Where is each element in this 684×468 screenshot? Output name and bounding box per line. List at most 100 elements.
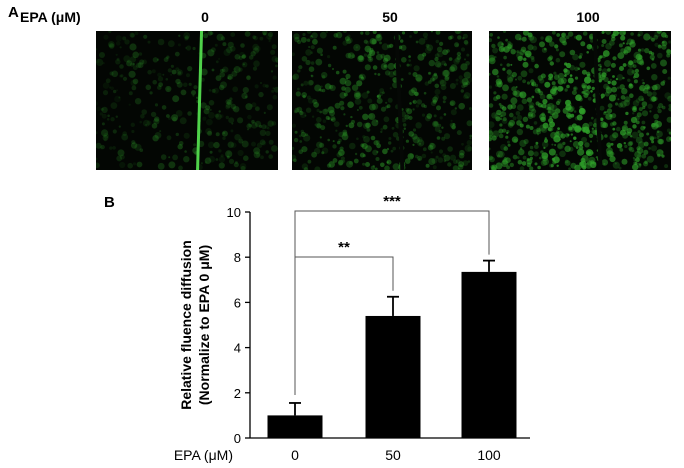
fluorescent-spot [661,44,667,50]
fluorescent-spot [540,150,544,154]
fluorescent-spot [608,94,616,102]
fluorescent-spot [564,62,568,66]
fluorescent-spot [243,155,249,161]
fluorescent-spot [218,57,221,60]
fluorescent-spot [324,108,328,112]
fluorescent-spot [568,146,574,152]
fluorescent-spot [519,93,524,97]
fluorescent-spot [442,100,446,104]
fluorescent-spot [605,147,613,155]
fluorescent-spot [633,72,640,78]
fluorescent-spot [367,113,373,119]
fluorescent-spot [497,41,504,48]
fluorescent-spot [517,104,524,111]
fluorescent-spot [609,40,615,46]
fluorescent-spot [239,51,246,58]
fluorescent-spot [632,163,639,170]
fluorescent-spot [516,128,524,136]
fluorescent-spot [119,154,125,160]
fluorescent-spot [302,32,306,37]
fluorescent-spot [297,39,302,45]
fluorescent-spot [578,108,585,114]
fluorescent-spot [435,39,439,44]
fluorescent-spot [130,79,137,87]
fluorescent-spot [459,149,465,156]
fluorescent-spot [547,106,552,111]
fluorescent-spot [175,110,183,117]
fluorescent-spot [233,162,239,168]
fluorescent-spot [206,118,213,126]
fluorescent-spot [517,55,523,62]
fluorescent-spot [519,166,525,170]
fluorescent-spot [383,54,391,62]
fluorescent-spot [337,161,343,167]
fluorescent-spot [434,126,441,132]
fluorescent-spot [311,32,318,39]
fluorescent-spot [441,126,444,129]
fluorescent-spot [598,67,602,72]
fluorescent-spot [356,80,363,87]
fluorescent-spot [436,62,443,69]
fluorescent-spot [184,35,189,40]
fluorescent-spot [430,31,433,33]
fluorescent-spot [653,113,659,120]
fluorescent-spot [519,37,522,41]
panel-a-epa-heading: EPA (μM) [20,9,81,25]
fluorescent-spot [618,166,622,170]
fluorescent-spot [294,36,300,43]
fluorescent-spot [215,132,220,137]
fluorescent-spot [439,116,443,120]
fluorescent-spot [623,32,626,35]
fluorescent-spot [310,74,314,78]
fluorescent-spot [128,70,136,78]
fluorescent-spot [632,100,640,107]
fluorescent-spot [570,113,575,118]
fluorescent-spot [586,51,589,54]
significance-label: *** [383,193,401,210]
fluorescent-spot [553,135,561,143]
fluorescent-spot [327,106,335,114]
fluorescent-spot [271,145,278,152]
fluorescent-spot [332,144,337,149]
fluorescent-spot [435,155,439,159]
fluorescent-spot [503,146,509,151]
fluorescent-spot [557,78,564,85]
fluorescent-spot [595,156,599,159]
fluorescent-spot [204,161,208,164]
fluorescent-spot [654,31,661,38]
fluorescent-spot [238,138,244,144]
micrograph-background [96,31,278,170]
fluorescent-spot [321,147,329,154]
fluorescent-spot [567,77,574,84]
fluorescent-spot [559,138,562,141]
fluorescent-spot [203,33,209,39]
fluorescent-spot [253,151,261,159]
fluorescent-spot [590,160,595,165]
fluorescent-spot [188,82,192,86]
fluorescent-spot [580,41,586,47]
fluorescent-spot [569,74,573,77]
fluorescent-spot [361,143,368,150]
fluorescent-spot [647,103,653,110]
fluorescent-spot [220,81,227,89]
fluorescent-spot [632,156,635,160]
fluorescent-spot [438,149,444,154]
fluorescent-spot [310,35,313,38]
fluorescent-spot [527,44,534,51]
fluorescent-spot [507,122,512,126]
fluorescent-spot [582,90,586,94]
fluorescent-spot [324,83,332,90]
fluorescent-spot [369,48,374,52]
fluorescent-spot [407,153,414,160]
fluorescent-spot [338,149,345,156]
fluorescent-spot [408,63,412,67]
fluorescent-spot [433,72,437,77]
fluorescent-spot [611,86,618,93]
fluorescent-spot [442,95,447,100]
fluorescent-spot [309,35,314,39]
fluorescent-spot [454,107,457,110]
fluorescent-spot [267,127,270,130]
fluorescent-spot [464,41,469,46]
fluorescent-spot [122,36,127,41]
fluorescent-spot [541,141,549,148]
